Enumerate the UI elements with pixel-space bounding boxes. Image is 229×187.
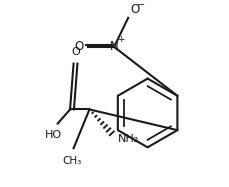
Text: N: N: [109, 40, 118, 53]
Text: −: −: [136, 0, 144, 10]
Text: +: +: [117, 35, 124, 44]
Text: HO: HO: [45, 130, 62, 140]
Text: O: O: [129, 3, 139, 16]
Text: O: O: [71, 47, 79, 56]
Text: O: O: [74, 40, 83, 53]
Text: CH₃: CH₃: [62, 156, 81, 166]
Text: NH₂: NH₂: [118, 134, 139, 144]
